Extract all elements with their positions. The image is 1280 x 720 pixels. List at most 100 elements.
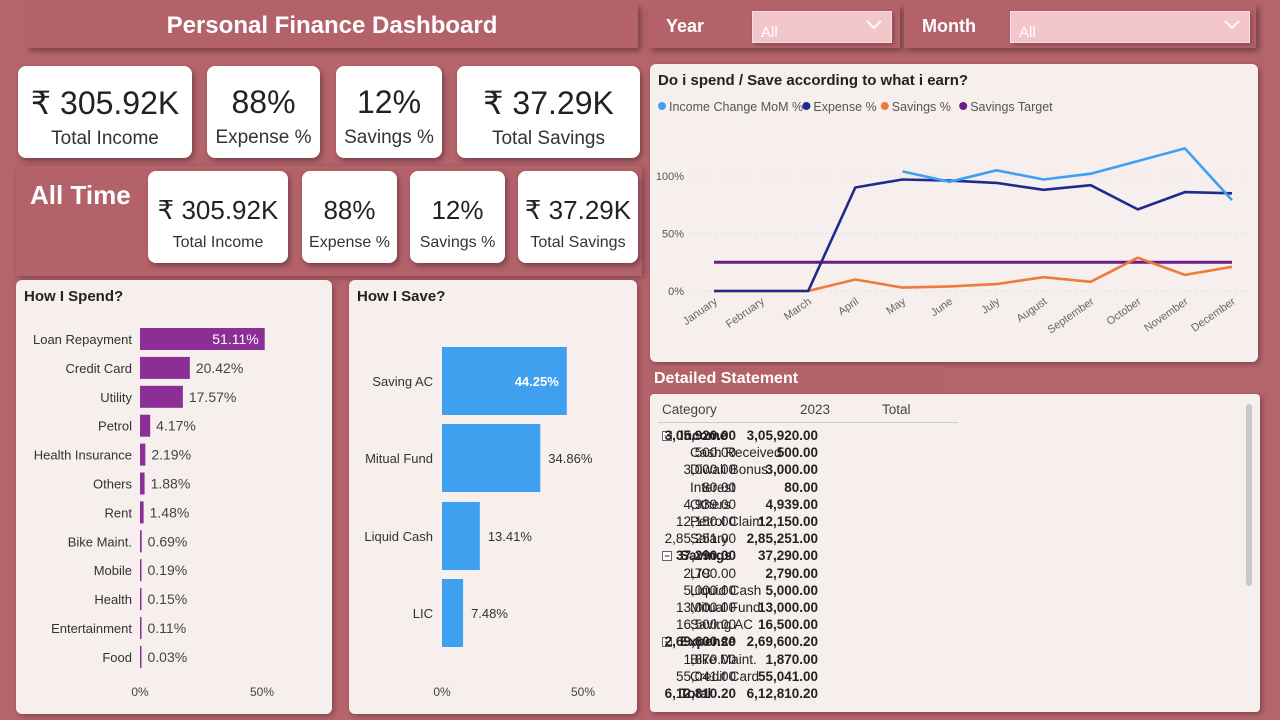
year-2023-cell: 3,05,920.00 [664, 428, 736, 443]
axis-tick-label: 50% [662, 229, 684, 241]
collapse-icon[interactable]: − [662, 431, 672, 441]
category-cell: Total [680, 686, 712, 701]
month-slicer: Month All [904, 4, 1256, 48]
table-header-cell[interactable]: 2023 [800, 402, 831, 417]
year-slicer: Year All [648, 4, 900, 48]
category-cell: Salary [690, 531, 729, 547]
year-2023-cell: 4,939.00 [683, 496, 736, 512]
axis-tick-label: April [836, 296, 861, 318]
category-cell: Liquid Cash [690, 582, 762, 598]
axis-tick-label: 0% [131, 685, 149, 699]
category-label: Entertainment [51, 621, 132, 636]
page-title: Personal Finance Dashboard [166, 12, 498, 39]
year-2023-cell: 55,041.00 [675, 668, 736, 684]
axis-tick-label: August [1014, 296, 1049, 325]
total-cell: 37,290.00 [757, 548, 818, 564]
data-label: 0.11% [148, 620, 187, 636]
year-2023-cell: 5,000.00 [683, 582, 736, 598]
legend-marker [880, 102, 889, 110]
table-header-cell[interactable]: Total [882, 402, 911, 417]
spend-chart-panel: How I Spend? Loan Repayment 51.11% Credit … [16, 280, 332, 714]
category-label: Health [94, 592, 132, 607]
spend-chart-title: How I Spend? [24, 288, 124, 305]
legend-label: Expense % [813, 100, 876, 114]
table-row: Others 4,939.00 4,939.00 [650, 497, 950, 514]
month-dropdown[interactable]: All [1010, 11, 1250, 43]
kpi-value: ₹ 305.92K [157, 195, 279, 225]
year-2023-cell: 80.00 [702, 479, 736, 495]
data-label: 7.48% [471, 606, 508, 621]
group-label: Savings [680, 548, 732, 564]
kpi-value: 88% [323, 195, 376, 225]
category-cell: Credit Card [690, 668, 760, 684]
total-cell: 500.00 [776, 445, 818, 461]
spend-bar [140, 328, 265, 350]
axis-tick-label: March [782, 296, 814, 323]
kpi-value: 12% [356, 84, 422, 120]
legend-label: Savings % [892, 100, 951, 114]
collapse-icon[interactable]: − [662, 551, 672, 562]
save-bar [442, 424, 541, 492]
trend-chart-title: Do i spend / Save according to what i ea… [658, 72, 969, 89]
kpi-savings-percent: 12% Savings % [336, 66, 442, 158]
year-2023-cell: 6,12,810.20 [664, 686, 736, 701]
category-label: Saving AC [372, 374, 433, 389]
spend-bar [140, 356, 190, 379]
year-2023-cell: 2,85,251.00 [664, 531, 736, 547]
total-cell: 55,041.00 [757, 668, 818, 684]
year-2023-cell: 16,500.00 [675, 617, 736, 633]
axis-tick-label: January [681, 295, 720, 328]
category-label: Bike Maint. [68, 534, 132, 549]
table-row: Mitual Fund 13,000.00 13,000.00 [650, 600, 950, 617]
data-label: 51.11% [212, 331, 258, 347]
save-chart-panel: How I Save? Saving AC 44.25% Mitual Fund 34… [349, 280, 637, 714]
save-bar [442, 347, 567, 415]
group-label: Income [680, 428, 728, 443]
data-label: 34.86% [548, 451, 593, 466]
axis-tick-label: June [929, 296, 955, 320]
save-bar [442, 502, 480, 570]
chevron-down-icon [866, 20, 882, 30]
year-2023-cell: 37,290.00 [675, 548, 736, 564]
statement-title-bar: Detailed Statement [650, 366, 942, 392]
kpi-value: ₹ 37.29K [524, 195, 632, 225]
data-label: 20.42% [196, 360, 243, 376]
category-cell: Others [690, 496, 731, 512]
table-row: Bike Maint. 1,870.00 1,870.00 [650, 652, 950, 669]
total-cell: 80.00 [784, 479, 818, 495]
statement-scrollbar[interactable] [1246, 404, 1252, 586]
table-row: Credit Card 55,041.00 55,041.00 [650, 669, 950, 686]
table-row: − Expense 2,69,600.20 2,69,600.20 [650, 634, 950, 651]
year-2023-cell: 3,000.00 [683, 462, 736, 478]
kpi-value: ₹ 305.92K [30, 85, 180, 121]
category-cell: − Income [662, 428, 727, 443]
table-header-cell[interactable]: Category [662, 402, 717, 417]
table-row: Interest 80.00 80.00 [650, 480, 950, 497]
series-line [714, 178, 1233, 293]
statement-table: Category 2023 Total − Income 3,05,920.00 3,05,… [650, 394, 1250, 712]
kpi-value: 12% [431, 195, 484, 225]
total-cell: 3,05,920.00 [746, 428, 818, 443]
data-label: 1.48% [150, 504, 190, 520]
table-row: Cash Received 500.00 500.00 [650, 445, 950, 462]
category-cell: Mitual Fund [690, 600, 761, 615]
collapse-icon[interactable]: − [662, 637, 672, 648]
data-label: 4.17% [156, 418, 196, 434]
legend-label: Income Change MoM % [669, 100, 803, 114]
save-bar-chart: Saving AC 44.25% Mitual Fund 34.86% Liquid C… [364, 347, 595, 699]
save-bar [442, 579, 464, 647]
legend-label: Savings Target [970, 100, 1053, 114]
kpi-label: Total Income [172, 234, 264, 251]
data-label: 13.41% [488, 529, 533, 544]
total-cell: 1,870.00 [765, 651, 818, 667]
axis-tick-label: February [724, 295, 767, 330]
category-cell: − Expense [662, 634, 736, 649]
axis-tick-label: 50% [250, 685, 274, 699]
axis-tick-label: October [1105, 295, 1144, 327]
category-label: Mobile [94, 563, 132, 578]
category-cell: Petrol Claim [690, 514, 764, 529]
total-cell: 5,000.00 [765, 582, 818, 598]
table-row: Saving AC 16,500.00 16,500.00 [650, 617, 950, 634]
total-cell: 3,000.00 [765, 462, 818, 478]
year-dropdown[interactable]: All [752, 11, 892, 43]
